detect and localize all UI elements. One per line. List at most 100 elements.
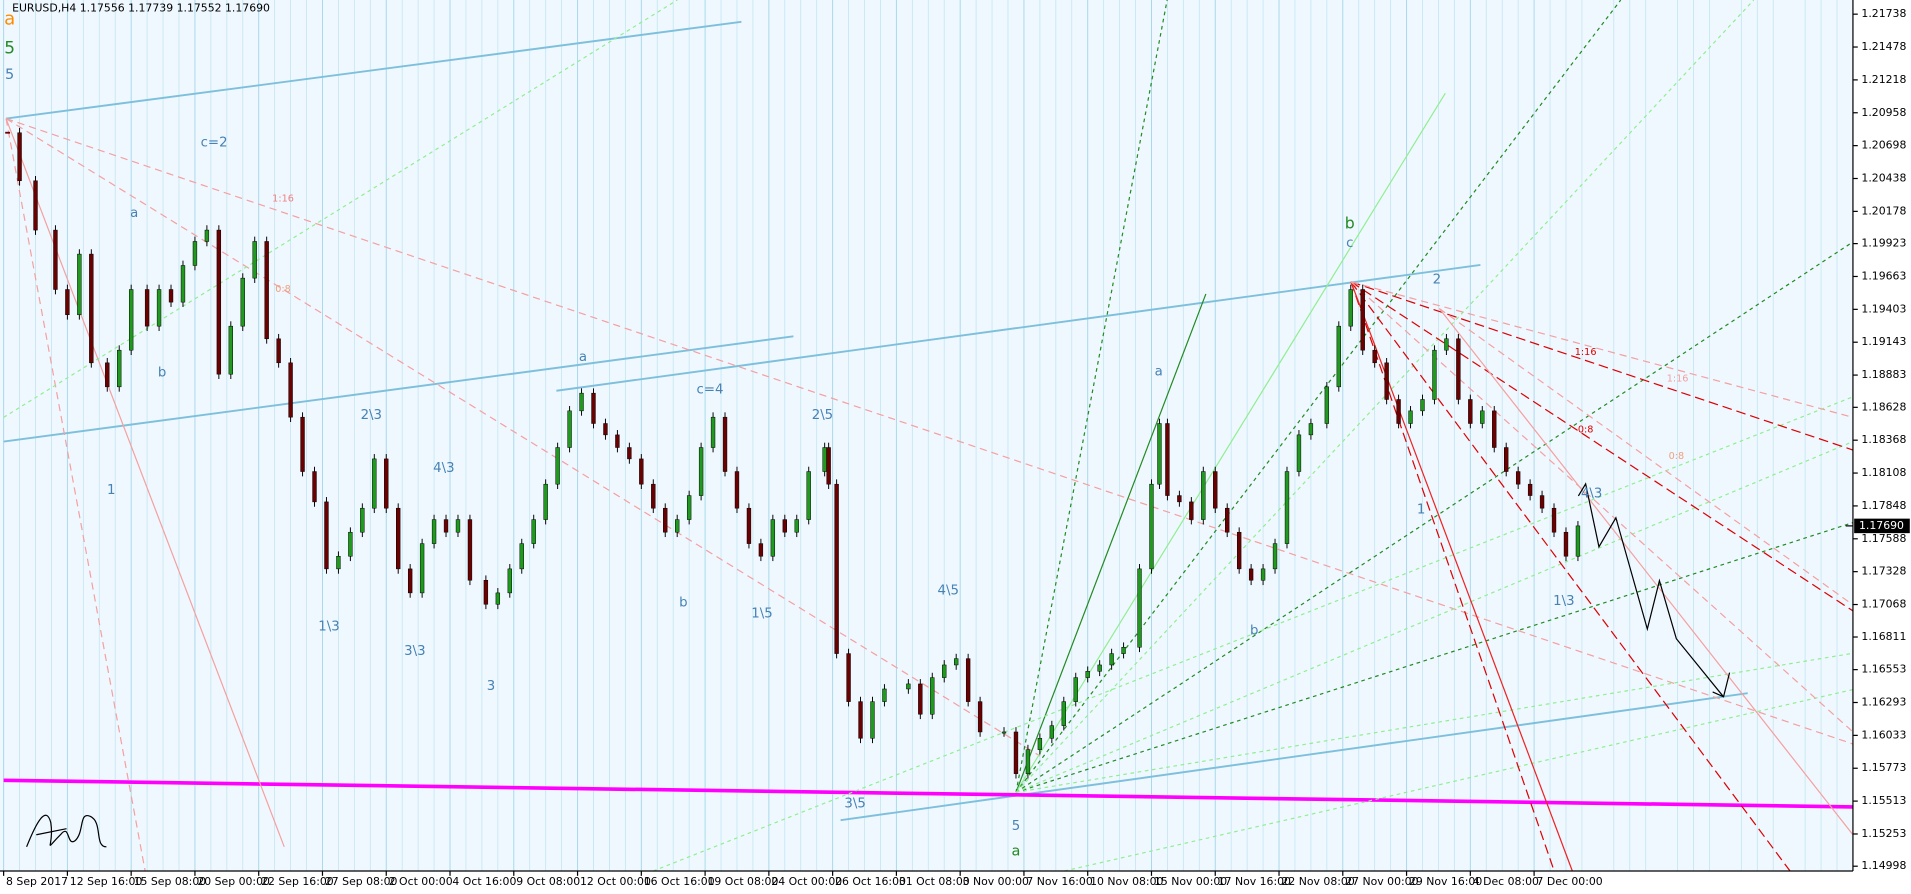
candle-body bbox=[882, 688, 887, 702]
wave-label: 1:16 bbox=[1575, 347, 1597, 358]
candle-body bbox=[1149, 483, 1154, 570]
y-tick-label: 1.15773 bbox=[1861, 761, 1906, 774]
candle-body bbox=[144, 289, 150, 327]
candle-body bbox=[531, 519, 536, 544]
candle-body bbox=[252, 241, 257, 279]
wave-label: a bbox=[4, 8, 15, 29]
candle-body bbox=[1408, 410, 1413, 424]
candle-body bbox=[65, 289, 70, 316]
wave-label: a bbox=[1012, 844, 1021, 860]
candle-body bbox=[918, 683, 923, 715]
wave-label: 1 bbox=[1417, 502, 1425, 517]
fan-line bbox=[1015, 522, 1854, 793]
x-tick-label: 15 Nov 00:00 bbox=[1154, 875, 1227, 888]
candle-body bbox=[822, 447, 827, 472]
wave-label: b bbox=[1345, 213, 1355, 232]
candle-body bbox=[1527, 483, 1533, 496]
grid bbox=[3, 0, 1838, 872]
candle-body bbox=[1372, 349, 1377, 364]
candle-body bbox=[627, 447, 632, 460]
candle-body bbox=[1284, 471, 1290, 544]
support-line bbox=[3, 778, 1853, 809]
fan-line bbox=[1350, 281, 1854, 612]
candle-body bbox=[192, 241, 198, 266]
y-tick-label: 1.17068 bbox=[1861, 598, 1906, 611]
signature bbox=[26, 814, 107, 848]
fan-line bbox=[1015, 0, 1755, 793]
candle-body bbox=[483, 580, 489, 605]
wave-label: b bbox=[679, 595, 687, 610]
candle-body bbox=[746, 507, 752, 544]
chart-title: EURUSD,H4 1.17556 1.17739 1.17552 1.1769… bbox=[12, 1, 270, 14]
candle-body bbox=[396, 507, 401, 570]
fan-line bbox=[1015, 652, 1854, 793]
y-tick-label: 1.14998 bbox=[1861, 859, 1906, 872]
annotations: a 5 5 c=2 a b 1 2\3 4\3 1\3 3\3 3 a c=4 b 1\5 2\5 3\5 4\5 5… bbox=[4, 8, 1688, 859]
wave-label: 0:8 bbox=[275, 284, 291, 295]
candle-body bbox=[443, 519, 449, 533]
candle-body bbox=[806, 471, 811, 520]
candle-body bbox=[216, 229, 222, 375]
candle-body bbox=[651, 483, 656, 509]
projection-arrow bbox=[1712, 672, 1731, 698]
candle-body bbox=[33, 180, 38, 231]
wave-label: 2 bbox=[1433, 272, 1441, 287]
y-tick-label: 1.15253 bbox=[1861, 827, 1906, 840]
candle-body bbox=[1201, 471, 1206, 520]
candle-body bbox=[1563, 531, 1569, 557]
wave-label: a bbox=[130, 206, 138, 221]
candle-body bbox=[1296, 434, 1302, 472]
wave-label: b bbox=[1250, 623, 1258, 638]
candle-body bbox=[1025, 749, 1031, 774]
candle-body bbox=[1539, 495, 1545, 509]
wave-label: 4\3 bbox=[433, 461, 454, 476]
candle-body bbox=[591, 392, 596, 424]
candle-body bbox=[168, 289, 174, 303]
candle-body bbox=[507, 568, 512, 594]
x-tick-label: 27 Sep 08:00 bbox=[325, 875, 398, 888]
candle-body bbox=[1432, 349, 1437, 400]
channel-line bbox=[5, 20, 742, 120]
x-tick-label: 17 Nov 16:00 bbox=[1218, 875, 1291, 888]
candle-body bbox=[519, 543, 524, 570]
y-tick-label: 1.18628 bbox=[1861, 400, 1906, 413]
wave-label: 1\3 bbox=[1553, 594, 1574, 609]
wave-label: 5 bbox=[5, 67, 14, 83]
trend-line bbox=[1015, 293, 1207, 793]
candle-body bbox=[722, 416, 728, 472]
y-tick-label: 1.16811 bbox=[1861, 630, 1906, 643]
wave-label: c=4 bbox=[697, 383, 724, 398]
fan-line bbox=[5, 118, 285, 848]
candle-body bbox=[264, 241, 269, 340]
wave-label: 3\5 bbox=[844, 796, 865, 811]
candle-body bbox=[276, 338, 281, 364]
candle-body bbox=[1109, 653, 1114, 666]
candle-body bbox=[1348, 289, 1353, 327]
candle-body bbox=[758, 543, 764, 557]
y-tick-label: 1.20698 bbox=[1861, 139, 1906, 152]
y-tick-label: 1.15513 bbox=[1861, 794, 1906, 807]
candle-body bbox=[930, 677, 935, 715]
fan-line bbox=[1350, 281, 1791, 872]
candle-body bbox=[1468, 399, 1473, 424]
fan-line bbox=[1350, 281, 1854, 418]
candle-body bbox=[1396, 399, 1401, 424]
current-price-label: 1.17690 bbox=[1859, 519, 1904, 532]
candle-body bbox=[336, 555, 341, 570]
candle-body bbox=[495, 592, 501, 605]
x-tick-label: 4 Oct 16:00 bbox=[452, 875, 516, 888]
candle-body bbox=[348, 531, 353, 557]
x-tick-label: 4 Dec 08:00 bbox=[1473, 875, 1539, 888]
y-tick-label: 1.19403 bbox=[1861, 302, 1906, 315]
candle-body bbox=[1272, 543, 1278, 570]
candle-body bbox=[105, 362, 110, 388]
fan-line bbox=[1015, 440, 1854, 793]
candle-body bbox=[467, 519, 473, 581]
candle-body bbox=[1384, 362, 1389, 400]
candle-body bbox=[603, 423, 608, 436]
candle-body bbox=[17, 132, 22, 182]
candle-body bbox=[240, 277, 245, 327]
candle-body bbox=[1492, 410, 1497, 448]
candle-body bbox=[579, 392, 584, 412]
